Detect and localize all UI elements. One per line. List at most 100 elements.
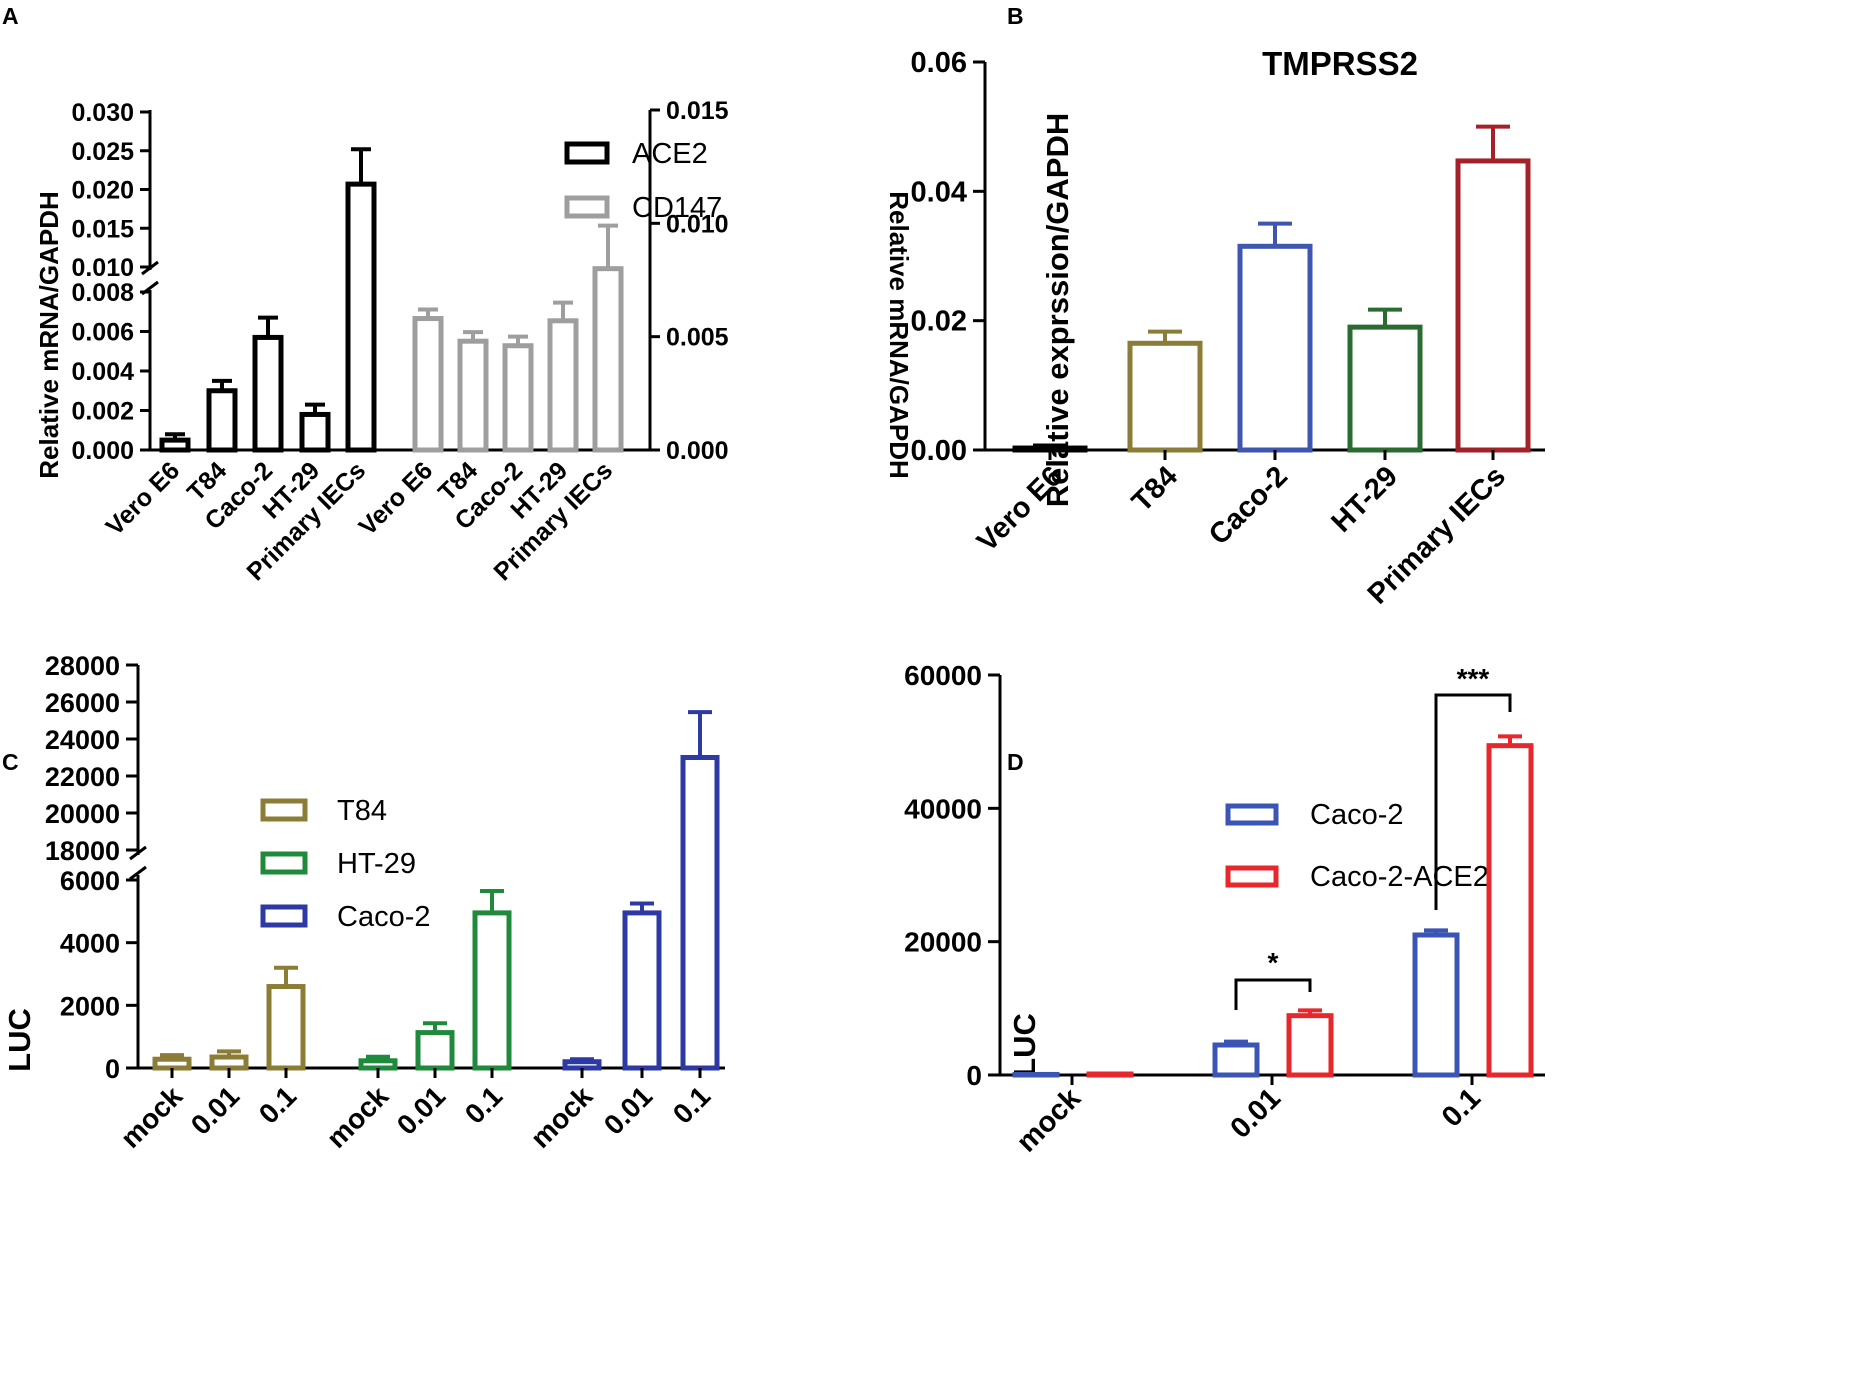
- panel-a-left-tick-label-3: 0.006: [71, 319, 134, 347]
- panel-c-category-2-0: mock: [525, 1080, 599, 1154]
- panel-c-ht29-bar-2: [472, 910, 512, 1071]
- panel-a-left-tick-label-1: 0.002: [71, 398, 134, 426]
- panel-letter-c: C: [2, 749, 19, 775]
- legend-label-ace2: ACE2: [632, 138, 708, 170]
- panel-a-chart: Relative mRNA/GAPDH Relative mRNA/GAPDH …: [34, 97, 914, 586]
- panel-c-tick-label-5: 20000: [45, 799, 120, 829]
- panel-d-tick-label-3: 60000: [904, 660, 982, 691]
- panel-c-tick-label-7: 24000: [45, 725, 120, 755]
- panel-d-tick-label-0: 0: [966, 1060, 982, 1091]
- panel-c-category-1-2: 0.1: [459, 1080, 508, 1129]
- panel-d-caco2ace2-bar-0: [1086, 1071, 1134, 1078]
- panel-a-cd147-bar-1: [457, 338, 489, 453]
- panel-c-caco2-bar-1: [622, 910, 662, 1071]
- legend-label-caco2-c: Caco-2: [337, 901, 431, 933]
- panel-a-right-tick-label-0: 0.000: [666, 437, 729, 465]
- panel-a-left-tick-label-9: 0.030: [71, 99, 134, 127]
- panel-a-ace2-bar-2: [252, 334, 284, 453]
- panel-c-category-2-2: 0.1: [667, 1080, 716, 1129]
- panel-b-bar-4: [1455, 158, 1531, 453]
- panel-c-caco2-bar-2-upper: [680, 755, 720, 880]
- panel-a-left-tick-label-8: 0.025: [71, 138, 134, 166]
- panel-letter-d: D: [1007, 749, 1024, 775]
- panel-d-category-1: 0.01: [1224, 1082, 1287, 1145]
- panel-a-left-tick-label-7: 0.020: [71, 177, 134, 205]
- panel-b-bar-0: [1012, 445, 1088, 453]
- panel-a-left-tick-label-0: 0.000: [71, 437, 134, 465]
- panel-c-ht29-bar-0: [358, 1058, 398, 1071]
- legend-label-cd147: CD147: [632, 192, 722, 224]
- panel-a-ace2-bar-4-upper: [345, 181, 377, 298]
- panel-a-cd147-bar-0: [412, 316, 444, 453]
- panel-b-title: TMPRSS2: [1262, 45, 1418, 82]
- panel-c-axis-break-mark-2: [129, 865, 147, 881]
- panel-c-tick-label-6: 22000: [45, 762, 120, 792]
- panel-a-legend: ACE2 CD147: [564, 138, 722, 224]
- panel-c-category-1-1: 0.01: [391, 1080, 451, 1140]
- panel-c-tick-label-1: 2000: [60, 991, 120, 1021]
- panel-a-right-tick-label-1: 0.005: [666, 324, 729, 352]
- panel-b-category-0: Vero E6: [971, 460, 1069, 558]
- panel-c-legend: T84 HT-29 Caco-2: [260, 795, 431, 933]
- legend-label-t84: T84: [337, 795, 387, 827]
- panel-letter-b: B: [1007, 3, 1024, 29]
- panel-c-tick-label-8: 26000: [45, 688, 120, 718]
- panel-c-tick-label-2: 4000: [60, 929, 120, 959]
- panel-d-significance-label-2: ***: [1457, 663, 1490, 694]
- panel-a-ace2-bar-3: [299, 411, 331, 453]
- panel-a-left-tick-label-2: 0.004: [71, 358, 134, 386]
- panel-b-category-2: Caco-2: [1203, 460, 1294, 551]
- panel-d-significance-bracket-2: [1434, 693, 1512, 910]
- panel-a-right-tick-label-2: 0.010: [666, 210, 729, 238]
- panel-c-category-1-0: mock: [321, 1080, 395, 1154]
- panel-letter-a: A: [2, 3, 19, 29]
- legend-swatch-caco2-ace2: [1225, 865, 1279, 888]
- panel-d-caco2ace2-bar-1: [1286, 1013, 1334, 1078]
- panel-a-left-tick-label-6: 0.015: [71, 215, 134, 243]
- panel-d-legend: Caco-2 Caco-2-ACE2: [1225, 799, 1489, 893]
- panel-c-ylabel: LUC: [2, 1008, 37, 1072]
- panel-d-chart: LUC Caco-2 Caco-2-ACE2 0 20000 40000 60000 m…: [904, 660, 1545, 1159]
- panel-d-category-2: 0.1: [1436, 1082, 1487, 1133]
- panel-b-tick-label-0: 0.00: [911, 435, 967, 467]
- panel-d-ylabel: LUC: [1007, 1013, 1042, 1077]
- panel-b-tick-label-1: 0.02: [911, 306, 967, 338]
- panel-c-caco2-bar-0: [562, 1059, 602, 1071]
- panel-a-ace2-category-0: Vero E6: [101, 456, 186, 541]
- legend-swatch-ace2: [564, 141, 610, 165]
- panel-d-caco2-bar-0: [1012, 1071, 1060, 1078]
- panel-a-ylabel-left: Relative mRNA/GAPDH: [34, 191, 64, 479]
- panel-a-cd147-category-0: Vero E6: [354, 456, 439, 541]
- legend-swatch-t84: [260, 798, 308, 822]
- panel-a-cd147-bar-3: [547, 318, 579, 453]
- panel-c-t84-bar-1: [209, 1054, 249, 1071]
- panel-c-category-0-2: 0.1: [253, 1080, 302, 1129]
- legend-label-caco2-ace2: Caco-2-ACE2: [1310, 861, 1489, 893]
- panel-b-category-3: HT-29: [1325, 460, 1403, 538]
- panel-a-ace2-bar-4-lower: [345, 268, 377, 453]
- panel-d-significance-label-1: *: [1268, 947, 1279, 978]
- panel-d-significance-bracket-1: [1234, 978, 1312, 1010]
- panel-b-category-1: T84: [1126, 460, 1184, 518]
- panel-a-left-tick-label-4: 0.008: [71, 279, 134, 307]
- panel-c-category-0-0: mock: [115, 1080, 189, 1154]
- panel-c-tick-label-4: 18000: [45, 836, 120, 866]
- legend-swatch-caco2-d: [1225, 803, 1279, 826]
- panel-a-left-tick-label-5: 0.010: [71, 254, 134, 282]
- panel-c-category-0-1: 0.01: [185, 1080, 245, 1140]
- panel-a-cd147-bar-2: [502, 343, 534, 453]
- panel-d-tick-label-1: 20000: [904, 927, 982, 958]
- panel-c-t84-bar-2: [266, 984, 306, 1071]
- panel-b-bar-2: [1237, 243, 1313, 453]
- panel-c-axis-break-mark-1: [129, 845, 147, 861]
- panel-c-caco2-bar-2-lower: [680, 852, 720, 1071]
- panel-b-tick-label-2: 0.04: [911, 176, 967, 208]
- panel-a-cd147-bar-4: [592, 266, 624, 453]
- panel-d-tick-label-2: 40000: [904, 793, 982, 824]
- panel-d-caco2ace2-bar-2: [1486, 743, 1534, 1078]
- panel-a-ylabel-right: Relative mRNA/GAPDH: [884, 191, 914, 479]
- legend-swatch-ht29: [260, 851, 308, 875]
- panel-c-category-2-1: 0.01: [598, 1080, 658, 1140]
- panel-c-t84-bar-0: [152, 1056, 192, 1071]
